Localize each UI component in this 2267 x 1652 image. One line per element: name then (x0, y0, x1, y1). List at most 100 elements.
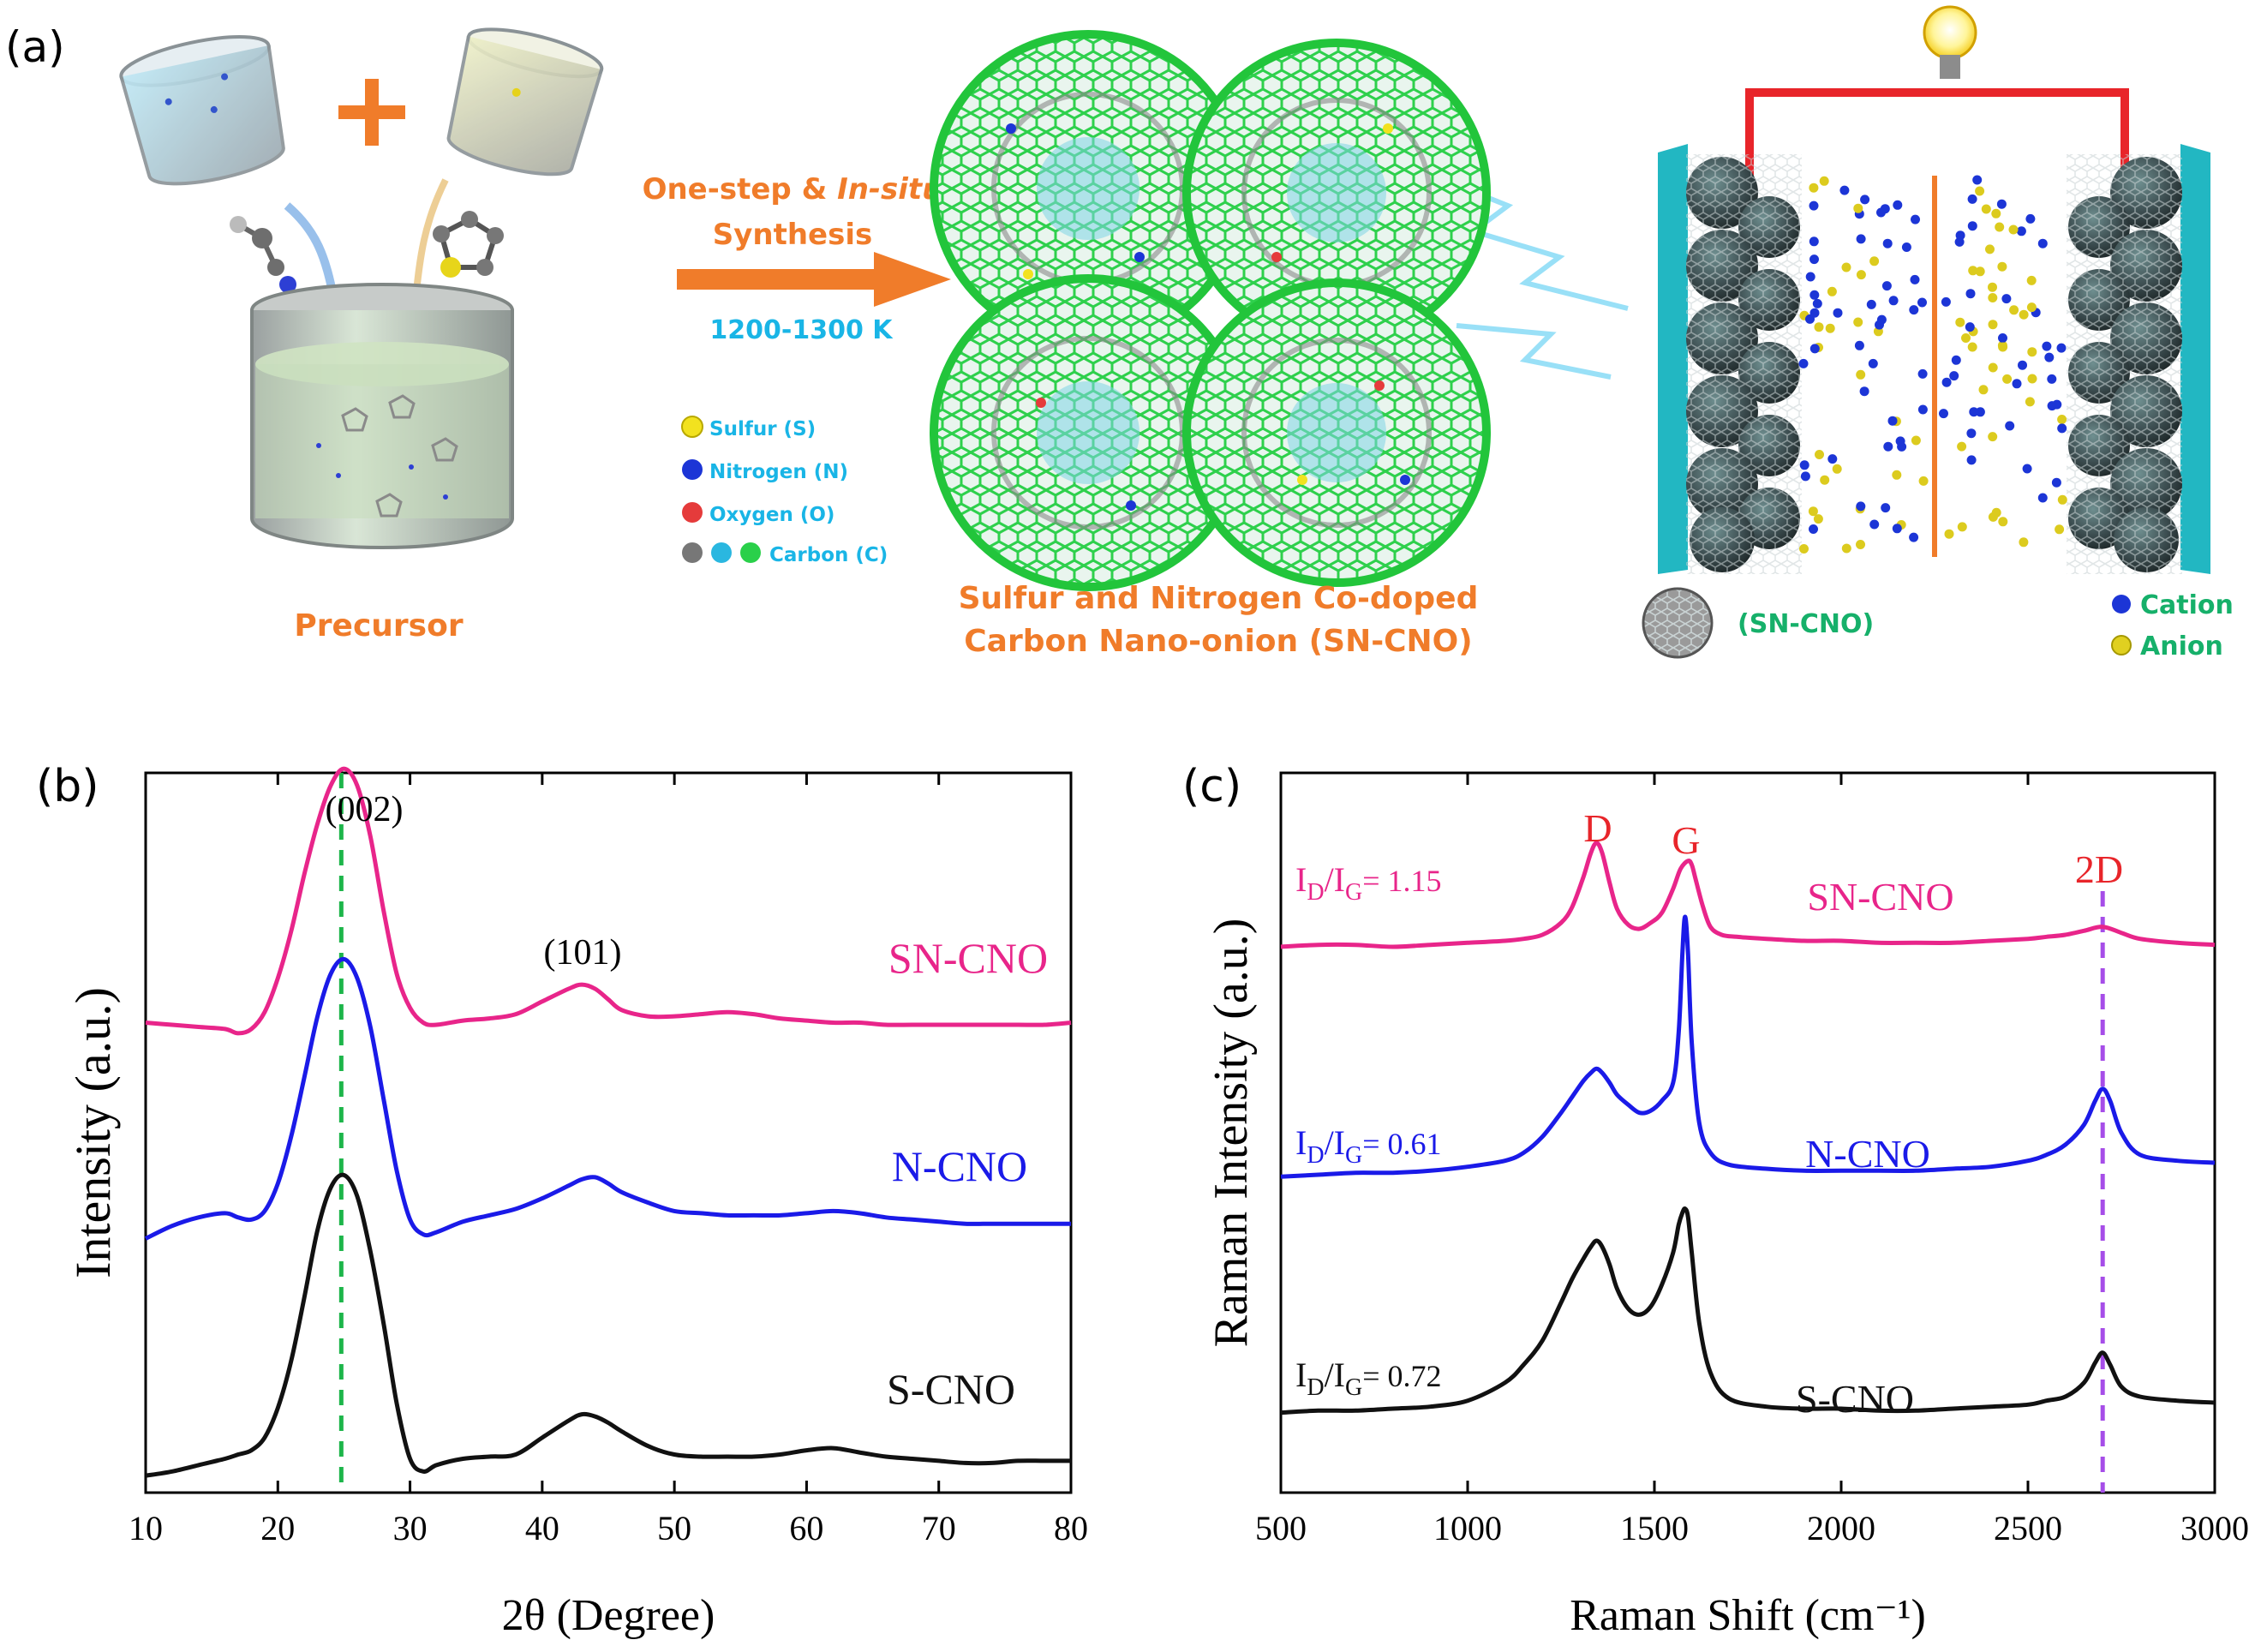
anion-dot (1856, 369, 1866, 380)
cation-dot (1996, 199, 2007, 209)
cation-dot (1876, 207, 1886, 218)
cation-dot (1809, 524, 1818, 534)
glow-lightning-icon (1421, 169, 1629, 380)
cation-dot (1800, 471, 1810, 482)
anion-dot (1978, 385, 1989, 395)
anion-dot (1944, 529, 1954, 539)
panel-c: (c) 500 1000 1500 2000 2500 3000 SN-CNO N-CNO S-… (1182, 761, 2249, 1640)
electrode-left (1686, 154, 1802, 574)
cation-dot (1856, 501, 1866, 512)
xrd-ylabel: Intensity (a.u.) (65, 987, 121, 1278)
anion-dot (1827, 286, 1837, 296)
anion-dot (1988, 293, 1998, 302)
cation-dot (1868, 358, 1878, 368)
raman-xlabel: Raman Shift (cm⁻¹) (1570, 1591, 1926, 1640)
cation-dot (1888, 296, 1899, 306)
anion-dot (1955, 317, 1965, 327)
legend-anion: Anion (2140, 631, 2223, 661)
raman-peak-d-label: D (1583, 806, 1612, 850)
cation-dot (1951, 355, 1961, 365)
precursor-label: Precursor (294, 608, 463, 643)
cation-dot (1941, 296, 1951, 307)
x-tick-label: 1000 (1433, 1509, 1502, 1547)
anion-dot (1799, 544, 1809, 554)
cation-dot (1893, 200, 1903, 210)
xrd-peak-002-label: (002) (326, 790, 404, 829)
cation-dot (2056, 343, 2067, 353)
cation-dot (1812, 298, 1822, 308)
cation-dot (1917, 368, 1928, 379)
anion-dot (1957, 522, 1967, 532)
anion-dot (1813, 514, 1823, 524)
anion-dot (1988, 362, 1998, 373)
nitrogen-ball-icon (682, 459, 703, 480)
legend-oxygen: Oxygen (O) (709, 504, 834, 526)
carbon-green-ball-icon (740, 542, 761, 563)
x-tick-label: 3000 (2180, 1509, 2249, 1547)
legend-carbon: Carbon (C) (769, 544, 888, 566)
anion-dot (2027, 347, 2037, 357)
x-tick-label: 20 (260, 1509, 295, 1547)
anion-dot (1988, 282, 1997, 292)
series-line-n-cno (1280, 914, 2216, 1179)
anion-dot (1841, 543, 1851, 554)
arrow-text-line2: Synthesis (713, 218, 873, 252)
anion-dot (1985, 244, 1995, 254)
cation-dot (1860, 195, 1870, 205)
cation-dot (1799, 460, 1809, 470)
cation-dot (1998, 333, 2007, 343)
cation-dot (1966, 455, 1977, 465)
series-label-n-cno: N-CNO (1805, 1132, 1930, 1176)
cation-dot (1887, 416, 1898, 426)
series-line-sn-cno (145, 766, 1072, 1036)
cation-dot (2052, 399, 2062, 410)
cation-dot (2025, 213, 2036, 224)
cation-dot (1805, 272, 1815, 282)
series-label-n-cno: N-CNO (892, 1142, 1027, 1190)
cation-dot (2001, 294, 2012, 304)
carbon-gray-ball-icon (682, 542, 703, 563)
electrode-right (2067, 154, 2182, 574)
cation-dot (1827, 454, 1838, 464)
synthesis-arrow (677, 252, 951, 307)
arrow-text-plain: One-step & (643, 172, 838, 206)
molecule-thiophene-icon (433, 211, 504, 278)
legend-cation: Cation (2140, 590, 2234, 620)
anion-dot (1918, 476, 1929, 486)
product-label-line2: Carbon Nano-onion (SN-CNO) (964, 624, 1473, 659)
ratio-i: I (1295, 1123, 1307, 1162)
anion-dot (1856, 270, 1866, 280)
panel-a-label: (a) (5, 22, 65, 72)
ratio-sub-g: G (1345, 879, 1362, 906)
x-tick-label: 1500 (1620, 1509, 1689, 1547)
ratio-sncno: ID/IG= 1.15 (1295, 860, 1442, 906)
anion-dot (1988, 432, 1998, 442)
ratio-sub-d: D (1307, 1142, 1324, 1169)
ratio-ncno: ID/IG= 0.61 (1295, 1123, 1442, 1169)
cation-dot (1869, 519, 1880, 530)
cation-dot (1809, 344, 1820, 354)
cation-dot (1839, 185, 1850, 195)
anion-dot (1819, 176, 1829, 186)
x-tick-label: 40 (525, 1509, 559, 1547)
panel-a: (a) (5, 5, 2234, 661)
cation-dot (1965, 322, 1975, 332)
anion-dot (1998, 342, 2008, 352)
cation-dot (1972, 175, 1983, 185)
x-tick-label: 500 (1255, 1509, 1307, 1547)
anion-dot (2057, 494, 2067, 505)
cation-dot (1966, 428, 1977, 439)
anion-dot (1998, 517, 2008, 527)
cation-dot (1881, 281, 1892, 291)
raman-ylabel: Raman Intensity (a.u.) (1205, 919, 1258, 1348)
anion-dot (2008, 224, 2019, 235)
ratio-slash-i: /I (1325, 1356, 1345, 1394)
cation-dot (2005, 421, 2015, 431)
panel-b: (b) 10 20 30 40 50 60 70 80 SN-CNO N-CNO S-CNO (00… (36, 761, 1088, 1640)
x-tick-label: 80 (1054, 1509, 1088, 1547)
cation-dot (1798, 358, 1809, 368)
cation-dot (1876, 314, 1887, 325)
cation-dot (1854, 340, 1864, 350)
xrd-peak-101-label: (101) (544, 933, 622, 973)
anion-dot (2009, 305, 2019, 315)
